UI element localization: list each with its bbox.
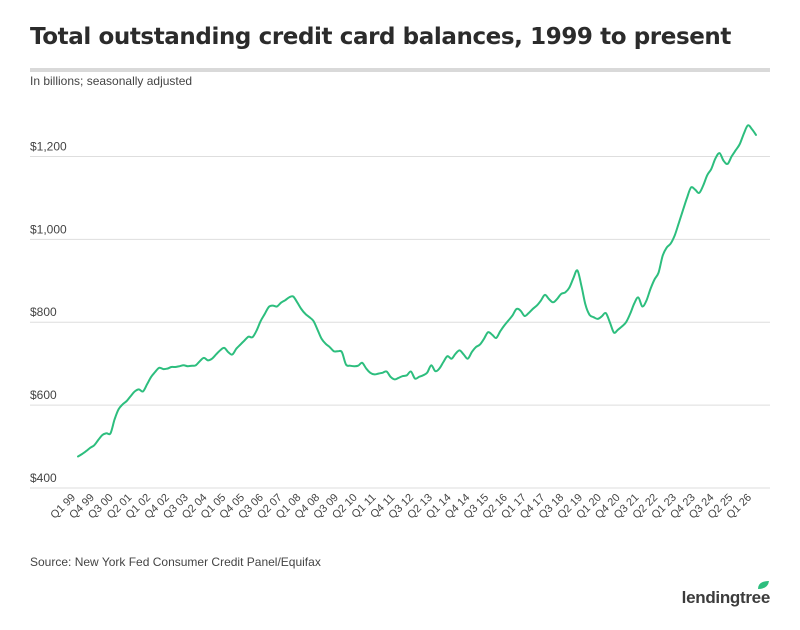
- chart-subtitle: In billions; seasonally adjusted: [30, 74, 193, 88]
- chart-title: Total outstanding credit card balances, …: [30, 24, 731, 50]
- source-note: Source: New York Fed Consumer Credit Pan…: [30, 555, 321, 569]
- leaf-icon: [758, 581, 769, 589]
- title-divider: [30, 68, 770, 72]
- y-tick-label: $800: [30, 305, 57, 319]
- y-tick-label: $1,000: [30, 222, 67, 236]
- y-axis: $400 $600 $800 $1,000 $1,200: [30, 139, 67, 485]
- y-tick-label: $400: [30, 471, 57, 485]
- grid-lines: [30, 155, 770, 489]
- series-line-credit-card-balances: [77, 124, 757, 458]
- y-tick-label: $1,200: [30, 139, 67, 153]
- brand-logo: lendingtree: [681, 588, 771, 607]
- y-tick-label: $600: [30, 388, 57, 402]
